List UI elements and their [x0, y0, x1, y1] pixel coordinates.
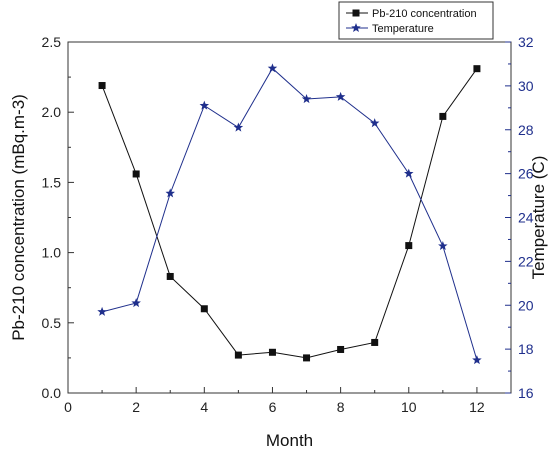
left-tick-label: 1.5: [42, 174, 62, 190]
left-tick-label: 2.5: [42, 34, 62, 50]
data-point-pb210: [268, 348, 276, 356]
data-point-temperature: [199, 100, 210, 110]
left-tick-label: 0.5: [42, 315, 62, 331]
right-tick-label: 28: [518, 122, 534, 138]
right-tick-label: 16: [518, 385, 534, 401]
bottom-tick-label: 0: [64, 399, 72, 415]
data-point-temperature: [438, 241, 448, 251]
data-point-pb210: [166, 272, 174, 280]
data-point-temperature: [267, 63, 278, 73]
bottom-tick-label: 12: [469, 399, 485, 415]
bottom-tick-label: 10: [401, 399, 417, 415]
left-axis-ticks: 0.0 0.5 1.0 1.5 2.0 2.5: [42, 34, 74, 401]
data-point-pb210: [200, 305, 208, 313]
left-axis-title: Pb-210 concentration (mBq.m-3): [9, 94, 28, 341]
data-point-pb210: [234, 351, 242, 359]
legend-marker-temperature: [351, 23, 361, 33]
bottom-tick-label: 2: [132, 399, 140, 415]
x-axis-title: Month: [266, 431, 313, 450]
data-point-pb210: [473, 65, 481, 73]
data-point-pb210: [132, 170, 140, 178]
bottom-tick-label: 4: [200, 399, 208, 415]
bottom-tick-label: 8: [337, 399, 345, 415]
left-tick-label: 1.0: [42, 245, 62, 261]
data-point-temperature: [472, 355, 482, 365]
series-line-temperature: [101, 67, 478, 361]
data-point-pb210: [303, 354, 311, 362]
data-point-temperature: [335, 91, 346, 101]
legend: Pb-210 concentration Temperature: [338, 1, 494, 40]
data-point-temperature: [233, 122, 244, 132]
data-point-pb210: [439, 112, 447, 120]
right-tick-label: 18: [518, 341, 534, 357]
right-axis-ticks: 16 18 20 22 24 26 28 30 32: [505, 34, 534, 401]
legend-label-temperature: Temperature: [372, 23, 434, 35]
left-tick-label: 2.0: [42, 104, 62, 120]
bottom-axis-ticks: 0 2 4 6 8 10 12: [64, 387, 512, 415]
series-layer: [97, 63, 482, 365]
data-point-temperature: [404, 168, 414, 178]
data-point-temperature: [165, 188, 175, 198]
data-point-temperature: [369, 118, 380, 128]
data-point-temperature: [301, 94, 312, 104]
data-point-pb210: [337, 345, 345, 353]
right-tick-label: 22: [518, 253, 534, 269]
legend-marker-pb210: [352, 9, 360, 17]
right-tick-label: 26: [518, 166, 534, 182]
bottom-tick-label: 6: [269, 399, 277, 415]
legend-label-pb210: Pb-210 concentration: [372, 8, 477, 20]
right-tick-label: 30: [518, 78, 534, 94]
data-point-pb210: [98, 82, 106, 90]
legend-box: [338, 1, 494, 40]
right-tick-label: 32: [518, 34, 534, 50]
right-tick-label: 24: [518, 210, 534, 226]
series-line-pb210: [101, 68, 478, 359]
plot-frame: [67, 41, 512, 394]
left-tick-label: 0.0: [42, 385, 62, 401]
right-axis-title: Temperature (C): [529, 156, 548, 280]
data-point-pb210: [371, 338, 379, 346]
data-point-temperature: [131, 298, 141, 308]
data-point-pb210: [405, 242, 413, 250]
right-tick-label: 20: [518, 297, 534, 313]
data-point-temperature: [97, 306, 107, 316]
